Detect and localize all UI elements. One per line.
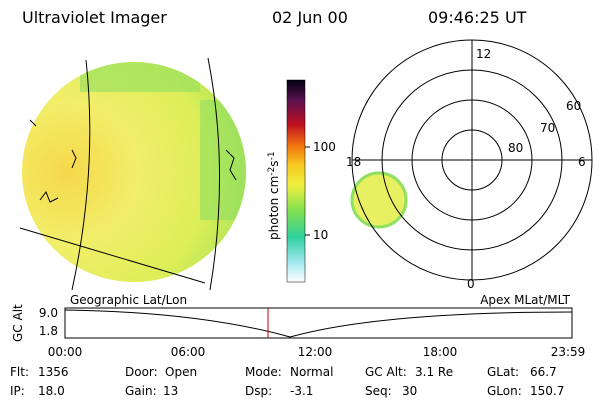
alt-axis-label: GC Alt <box>11 304 25 342</box>
title: Ultraviolet Imager <box>22 8 167 27</box>
info-label: Door: <box>125 365 158 379</box>
alt-panel <box>64 307 573 339</box>
info-label: Gain: <box>125 384 157 398</box>
info-label: GLat: <box>487 365 519 379</box>
mlat-label: 80 <box>508 141 523 155</box>
mlt-label: 18 <box>346 155 361 169</box>
info-label: Flt: <box>10 365 29 379</box>
info: Flt: 1356 Door: Open Mode: Normal GC Alt: 3.1 R… <box>10 365 564 398</box>
info-label: GC Alt: <box>365 365 407 379</box>
info-value: 3.1 Re <box>415 365 453 379</box>
time: 09:46:25 UT <box>428 8 527 27</box>
alt-x-label: 12:00 <box>298 345 333 359</box>
info-value: Open <box>165 365 197 379</box>
unit-exp: -2 <box>267 167 277 176</box>
alt-x-label: 23:59 <box>551 345 586 359</box>
info-label: Mode: <box>245 365 282 379</box>
info-value: 18.0 <box>38 384 65 398</box>
alt-curve <box>64 309 573 338</box>
polar-plot <box>350 39 593 281</box>
unit-exp: -1 <box>267 151 277 160</box>
info-label: IP: <box>10 384 25 398</box>
globe-image <box>19 57 246 291</box>
mlt-label: 6 <box>578 155 586 169</box>
mlat-label: 70 <box>540 121 555 135</box>
mlt-label: 0 <box>467 277 475 291</box>
info-label: Dsp: <box>245 384 272 398</box>
alt-y-label: 9.0 <box>39 306 58 320</box>
info-value: 30 <box>402 384 417 398</box>
mlt-label: 12 <box>476 47 491 61</box>
alt-left-label: Geographic Lat/Lon <box>70 293 187 307</box>
colorbar <box>286 79 306 283</box>
alt-x-label: 18:00 <box>423 345 458 359</box>
colorbar-tick-label: 100 <box>313 140 336 154</box>
info-value: 66.7 <box>530 365 557 379</box>
alt-y-label: 1.8 <box>39 324 58 338</box>
unit: s <box>267 160 281 166</box>
info-value: 13 <box>163 384 178 398</box>
info-value: -3.1 <box>290 384 313 398</box>
alt-right-label: Apex MLat/MLT <box>480 293 570 307</box>
info-label: GLon: <box>487 384 522 398</box>
colorbar-tick-label: 10 <box>313 228 328 242</box>
info-value: 150.7 <box>530 384 564 398</box>
mlat-label: 60 <box>566 99 581 113</box>
info-value: 1356 <box>38 365 69 379</box>
info-label: Seq: <box>365 384 392 398</box>
colorbar-label: photon cm-2s-1 <box>267 151 281 240</box>
info-value: Normal <box>290 365 333 379</box>
alt-x-label: 00:00 <box>48 345 83 359</box>
unit: photon cm <box>267 176 281 240</box>
date: 02 Jun 00 <box>272 8 348 27</box>
alt-x-label: 06:00 <box>171 345 206 359</box>
